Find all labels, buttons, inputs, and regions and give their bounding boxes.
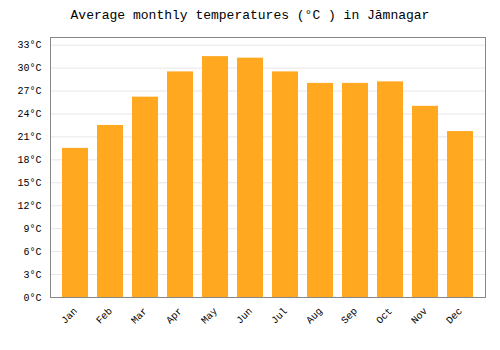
svg-text:6°C: 6°C	[23, 247, 41, 258]
svg-text:May: May	[199, 306, 220, 327]
svg-text:Nov: Nov	[409, 306, 430, 327]
svg-text:33°C: 33°C	[17, 40, 41, 51]
svg-text:Apr: Apr	[164, 306, 185, 327]
svg-text:Dec: Dec	[444, 306, 465, 327]
svg-text:Jun: Jun	[234, 306, 255, 327]
svg-text:15°C: 15°C	[17, 178, 41, 189]
svg-text:Oct: Oct	[374, 306, 395, 327]
svg-text:Jul: Jul	[269, 306, 290, 327]
svg-text:Jan: Jan	[59, 306, 80, 327]
svg-text:Sep: Sep	[339, 306, 360, 327]
svg-text:18°C: 18°C	[17, 155, 41, 166]
svg-text:3°C: 3°C	[23, 270, 41, 281]
html-text:Average monthly temperatures (: Average monthly temperatures (°C ) in Jā…	[70, 8, 430, 23]
svg-text:30°C: 30°C	[17, 63, 41, 74]
svg-text:Aug: Aug	[304, 306, 325, 327]
svg-text:Feb: Feb	[94, 306, 115, 327]
svg-text:9°C: 9°C	[23, 224, 41, 235]
svg-text:0°C: 0°C	[23, 293, 41, 304]
svg-text:Mar: Mar	[129, 306, 150, 327]
svg-text:27°C: 27°C	[17, 86, 41, 97]
svg-text:21°C: 21°C	[17, 132, 41, 143]
svg-text:24°C: 24°C	[17, 109, 41, 120]
svg-text:12°C: 12°C	[17, 201, 41, 212]
